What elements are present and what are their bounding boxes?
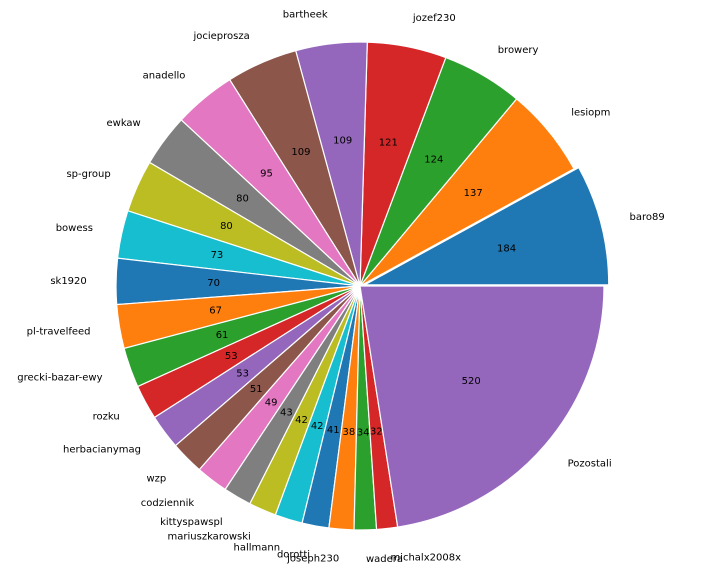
slice-value-label: 41 (327, 425, 340, 436)
pie-slice-baro89 (364, 166, 610, 286)
slice-value-label: 70 (207, 278, 220, 289)
slice-value-label: 121 (379, 137, 398, 148)
slice-value-label: 124 (424, 155, 443, 166)
slice-value-label: 80 (220, 221, 233, 232)
slice-category-label: wzp (146, 474, 166, 485)
slice-value-label: 520 (462, 376, 481, 387)
slice-category-label: dorotti (277, 550, 310, 561)
slice-value-label: 42 (311, 421, 324, 432)
slice-category-label: jocieprosza (192, 31, 249, 42)
slice-value-label: 184 (497, 244, 516, 255)
slice-category-label: grecki-bazar-ewy (17, 373, 102, 384)
slice-value-label: 53 (236, 369, 249, 380)
pie-value-labels: 1841371241211091099580807370676153535149… (207, 136, 516, 439)
slice-category-label: wadera (366, 554, 403, 565)
slice-value-label: 137 (464, 188, 483, 199)
slice-category-label: sk1920 (50, 276, 86, 287)
slice-category-label: ewkaw (106, 118, 140, 129)
slice-value-label: 95 (260, 168, 273, 179)
slice-value-label: 109 (291, 147, 310, 158)
slice-category-label: herbacianymag (63, 444, 141, 455)
slice-value-label: 42 (295, 415, 308, 426)
pie-slices (115, 41, 610, 531)
slice-value-label: 51 (250, 384, 263, 395)
slice-value-label: 67 (209, 305, 222, 316)
slice-category-label: lesiopm (571, 108, 610, 119)
slice-category-label: mariuszkarowski (168, 532, 251, 543)
slice-value-label: 38 (342, 427, 355, 438)
slice-category-label: anadello (143, 71, 186, 82)
slice-category-label: baro89 (629, 212, 664, 223)
slice-category-label: bartheek (283, 10, 328, 21)
slice-category-label: kittyspawspl (160, 517, 223, 528)
slice-category-label: bowess (56, 223, 93, 234)
pie-slice-pozostali (359, 285, 605, 528)
slice-value-label: 43 (280, 408, 293, 419)
slice-category-label: codziennik (141, 498, 195, 509)
slice-value-label: 73 (211, 250, 224, 261)
slice-value-label: 34 (357, 427, 370, 438)
slice-category-label: sp-group (66, 169, 110, 180)
slice-category-label: Pozostali (568, 459, 612, 470)
slice-category-label: browery (498, 45, 539, 56)
slice-value-label: 49 (265, 397, 278, 408)
slice-category-label: rozku (93, 411, 120, 422)
slice-category-label: hallmann (234, 542, 281, 553)
slice-category-label: pl-travelfeed (27, 327, 91, 338)
slice-value-label: 80 (236, 194, 249, 205)
slice-category-label: joseph230 (286, 553, 339, 564)
slice-value-label: 109 (333, 136, 352, 147)
slice-value-label: 32 (370, 426, 383, 437)
slice-category-label: michalx2008x (390, 553, 461, 564)
pie-category-labels: baro89 lesiopm browery jozef230 bartheek joci… (17, 10, 664, 566)
slice-value-label: 53 (225, 351, 238, 362)
slice-category-label: jozef230 (412, 13, 456, 24)
slice-value-label: 61 (216, 330, 229, 341)
